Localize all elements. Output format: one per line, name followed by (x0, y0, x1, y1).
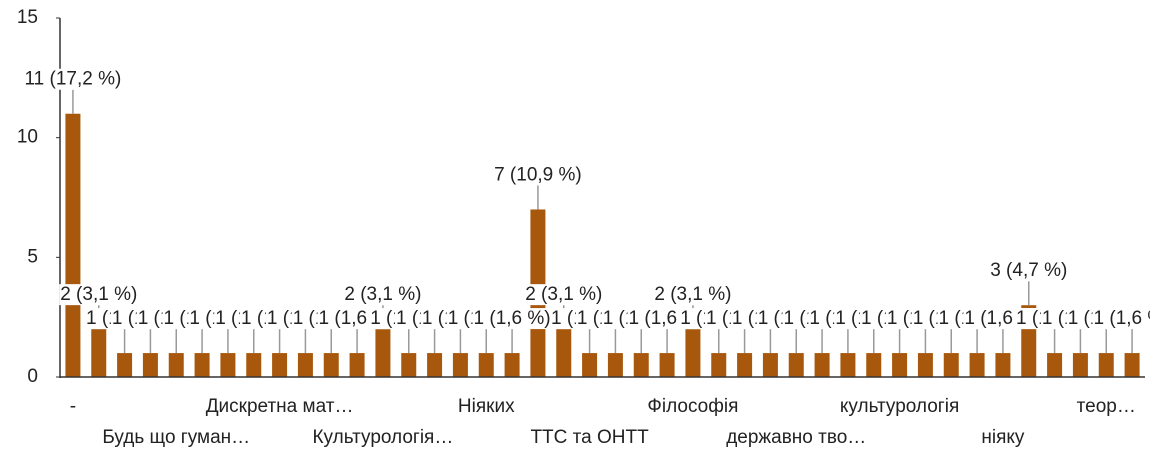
bar (117, 353, 133, 377)
bar (401, 353, 417, 377)
x-tick-label: ТТС та ОНТТ (530, 427, 649, 448)
x-tick-label: Дискретна мат… (206, 396, 354, 417)
data-label: 2 (3,1 %) (344, 284, 421, 305)
bar (1124, 353, 1140, 377)
data-label: 7 (10,9 %) (494, 164, 582, 185)
data-label: 1 (1,6 %) (474, 308, 551, 329)
data-label: 11 (17,2 %) (25, 69, 122, 90)
data-label-bg (59, 284, 139, 306)
y-tick-label: 10 (17, 127, 38, 148)
data-label-bg (653, 284, 733, 306)
bar (1098, 353, 1114, 377)
x-tick-label: ніяку (981, 427, 1025, 448)
bar (65, 113, 81, 377)
bar (272, 353, 288, 377)
bar (969, 353, 985, 377)
bar (168, 353, 184, 377)
bar (840, 353, 856, 377)
bar (349, 353, 365, 377)
bar (711, 353, 727, 377)
data-label: 1 (1,6 %) (1094, 308, 1150, 329)
x-tick-label: Культурологія… (312, 427, 453, 448)
bar (504, 353, 520, 377)
data-label-bg (1092, 308, 1150, 330)
x-tick-label: теор… (1077, 396, 1136, 417)
data-label-bg (23, 68, 123, 90)
bar (788, 353, 804, 377)
y-tick-label: 15 (17, 7, 38, 28)
bar (607, 353, 623, 377)
y-tick-label: 0 (27, 366, 38, 387)
bar (91, 329, 107, 377)
bar (995, 353, 1011, 377)
bar (375, 329, 391, 377)
y-tick-label: 5 (27, 246, 38, 267)
bar (762, 353, 778, 377)
bar (142, 353, 158, 377)
bar (246, 353, 262, 377)
bar (323, 353, 339, 377)
bar (917, 353, 933, 377)
bar (556, 329, 572, 377)
data-label: 2 (3,1 %) (525, 284, 602, 305)
data-label: 2 (3,1 %) (654, 284, 731, 305)
bar (582, 353, 598, 377)
bar (892, 353, 908, 377)
data-label: 3 (4,7 %) (990, 260, 1067, 281)
bar (814, 353, 830, 377)
x-tick-label: культурологія (840, 396, 959, 417)
bar (1072, 353, 1088, 377)
bar (943, 353, 959, 377)
bar (427, 353, 443, 377)
x-tick-label: - (70, 396, 76, 417)
bar (478, 353, 494, 377)
bar (297, 353, 313, 377)
bar (685, 329, 701, 377)
x-tick-label: Філософія (647, 396, 738, 417)
data-label-bg (493, 164, 583, 186)
bar (737, 353, 753, 377)
data-label-bg (989, 260, 1069, 282)
data-label-bg (524, 284, 604, 306)
data-label-bg (343, 284, 423, 306)
data-label-bg (472, 308, 552, 330)
bar (659, 353, 675, 377)
bar (452, 353, 468, 377)
x-tick-label: Будь що гуман… (102, 427, 250, 448)
bar (633, 353, 649, 377)
bar (194, 353, 210, 377)
bar (220, 353, 236, 377)
x-tick-label: державно тво… (726, 427, 866, 448)
x-tick-label: Ніяких (458, 396, 515, 417)
data-label: 2 (3,1 %) (60, 284, 137, 305)
bar (1047, 353, 1063, 377)
bar (866, 353, 882, 377)
